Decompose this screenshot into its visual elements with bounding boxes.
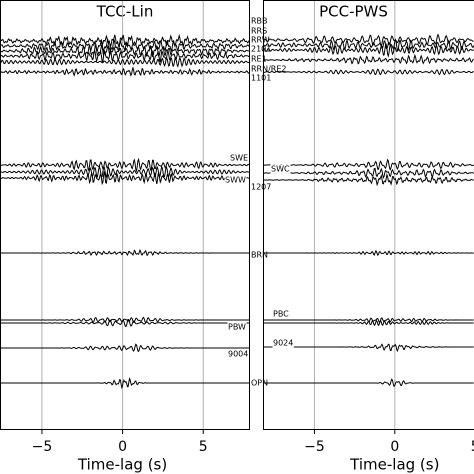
station-label: PBC: [273, 310, 289, 319]
waveform: [263, 378, 474, 387]
station-label: RRN/RE2: [251, 65, 287, 74]
x-tick-label: 0: [390, 439, 399, 455]
waveform: [262, 42, 474, 58]
waveform: [0, 48, 251, 63]
x-tick-label: 5: [471, 439, 474, 455]
waveform: [263, 319, 474, 327]
label-background: [250, 182, 272, 192]
station-label: OPN: [251, 379, 268, 388]
x-axis-label: Time-lag (s): [77, 456, 167, 474]
waveform: [263, 173, 474, 187]
station-label: SWC: [271, 165, 290, 174]
waveform: [0, 157, 251, 173]
waveform: [0, 43, 251, 59]
station-label: 9024: [273, 339, 293, 348]
station-label: RE1: [251, 55, 267, 64]
x-tick-label: 0: [118, 439, 127, 455]
station-label: RBB: [251, 17, 268, 26]
panel-frame: [0, 0, 250, 430]
label-background: [224, 175, 247, 185]
waveform: [0, 343, 250, 353]
waveform: [0, 377, 250, 390]
waveform: [262, 53, 474, 65]
waveform: [0, 56, 251, 68]
label-background: [227, 322, 247, 332]
waveform: [262, 68, 474, 76]
label-background: [250, 73, 272, 83]
label-background: [250, 378, 269, 388]
station-label: 2101: [251, 45, 271, 54]
label-background: [270, 164, 291, 174]
waveform: [262, 167, 474, 179]
label-background: [272, 309, 290, 319]
waveform: [262, 158, 474, 171]
x-tick-label: −5: [32, 439, 53, 455]
panel-title: TCC-Lin: [96, 3, 154, 21]
label-background: [250, 64, 287, 74]
waveform: [263, 250, 474, 257]
station-label: 1101: [251, 74, 271, 83]
station-label: SWW: [225, 176, 246, 185]
station-label: RRW: [251, 36, 270, 45]
label-background: [250, 16, 269, 26]
station-label: RRS: [251, 27, 267, 36]
waveform: [0, 66, 251, 77]
waveform: [0, 316, 250, 324]
label-background: [272, 338, 294, 348]
waveform: [0, 248, 250, 257]
panel: PCC-PWS −5 0 5 Time-lag (s) SWC PBC 9024: [262, 0, 474, 474]
label-background: [227, 349, 249, 359]
station-label: SWE: [230, 154, 248, 163]
label-background: [250, 44, 272, 54]
station-label: PBW: [228, 323, 246, 332]
panel-frame: [263, 0, 474, 430]
waveform: [262, 38, 474, 52]
x-tick-label: 5: [199, 439, 208, 455]
x-tick-label: −5: [304, 439, 325, 455]
station-label: BRN: [251, 251, 268, 260]
waveform: [263, 343, 474, 353]
label-background: [250, 26, 268, 36]
label-background: [250, 54, 268, 64]
waveform: [0, 318, 250, 328]
label-background: [250, 35, 271, 45]
waveform: [0, 164, 250, 179]
waveform: [262, 33, 474, 48]
waveform: [0, 33, 250, 49]
label-background: [250, 250, 269, 260]
label-background: [229, 153, 249, 163]
station-label: 1207: [251, 183, 271, 192]
waveform: [0, 38, 250, 53]
waveform: [0, 171, 251, 186]
panel-title: PCC-PWS: [319, 3, 388, 21]
x-axis-label: Time-lag (s): [349, 456, 439, 474]
panel: TCC-Lin −5 0 5 Time-lag (s) RBBRRSRRW2101RE1R…: [0, 0, 287, 474]
station-label: 9004: [228, 350, 248, 359]
